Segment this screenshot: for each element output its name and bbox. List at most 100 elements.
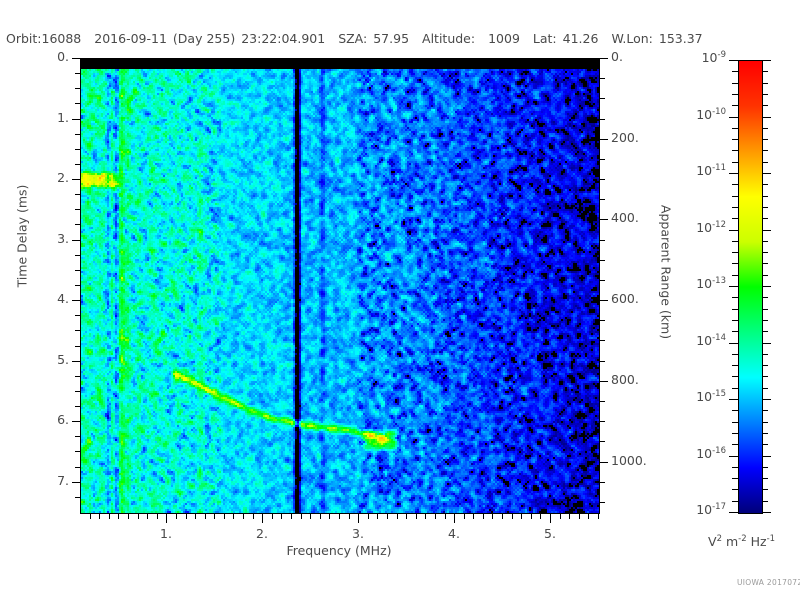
axis-tick [75,103,80,104]
axis-tick-label: 4. [448,526,460,541]
axis-tick [600,300,608,301]
colorbar-minor-tick [732,71,738,72]
unit-v: V [708,534,717,550]
axis-tick [600,119,605,120]
axis-tick [569,514,570,519]
axis-tick [75,451,80,452]
lat-value: 41.26 [562,31,599,46]
colorbar-minor-tick [732,105,738,106]
colorbar-tick [762,173,771,174]
colorbar-minor-tick [762,320,768,321]
axis-tick [416,514,417,519]
axis-tick [521,514,522,519]
axis-tick-label: 6. [57,412,69,427]
axis-tick [281,514,282,519]
axis-tick [600,139,608,140]
unit-hz: Hz [750,534,767,550]
axis-tick-label: 600. [611,291,639,306]
colorbar-minor-tick [732,365,738,366]
axis-tick-label: 1000. [611,453,647,468]
colorbar-minor-tick [762,467,768,468]
colorbar-tick-label: 10-10 [696,107,726,123]
colorbar-minor-tick [762,376,768,377]
axis-tick [138,514,139,519]
axis-tick [531,514,532,519]
x-axis-title: Frequency (MHz) [286,543,392,558]
axis-tick [72,179,80,180]
axis-tick [75,315,80,316]
axis-tick-label: 3. [57,231,69,246]
axis-tick [75,467,80,468]
axis-tick [186,514,187,519]
axis-tick [473,514,474,519]
unit-v-exp: 2 [716,534,722,544]
colorbar-minor-tick [762,433,768,434]
colorbar-minor-tick [732,196,738,197]
colorbar-minor-tick [732,297,738,298]
axis-tick [358,514,359,523]
axis-tick [75,224,80,225]
y-axis-title-right: Apparent Range (km) [658,204,674,340]
colorbar-tick-label: 10-9 [701,50,726,66]
axis-tick [600,179,605,180]
colorbar-tick [729,456,738,457]
wlon-value: 153.37 [658,31,703,46]
colorbar-tick [729,343,738,344]
axis-tick [445,514,446,519]
axis-tick [75,88,80,89]
colorbar-tick [762,230,771,231]
axis-tick [600,482,605,483]
orbit-value: 16088 [41,31,82,46]
axis-tick [339,514,340,519]
colorbar-minor-tick [732,489,738,490]
axis-tick [72,300,80,301]
axis-tick [406,514,407,519]
axis-tick [72,58,80,59]
colorbar-minor-tick [762,139,768,140]
axis-tick [329,514,330,519]
colorbar-minor-tick [762,207,768,208]
colorbar-tick [729,399,738,400]
observation-time: 23:22:04.901 [241,31,326,46]
colorbar-minor-tick [762,275,768,276]
colorbar-minor-tick [732,388,738,389]
axis-tick [588,514,589,519]
colorbar-minor-tick [732,184,738,185]
colorbar-minor-tick [732,467,738,468]
colorbar-tick [762,286,771,287]
axis-tick [349,514,350,519]
axis-tick [600,240,605,241]
colorbar-minor-tick [762,150,768,151]
colorbar [738,60,763,514]
axis-tick [425,514,426,519]
axis-tick [147,514,148,519]
colorbar-minor-tick [732,331,738,332]
colorbar-minor-tick [732,252,738,253]
axis-tick-label: 0. [57,49,69,64]
colorbar-tick [762,456,771,457]
colorbar-tick [762,117,771,118]
colorbar-minor-tick [732,162,738,163]
altitude-label: Altitude: [422,31,476,46]
axis-tick-label: 2. [256,526,268,541]
colorbar-minor-tick [762,365,768,366]
lat-label: Lat: [532,31,557,46]
spectrogram-image [81,59,599,513]
axis-tick [90,514,91,519]
axis-tick [600,98,605,99]
axis-tick [72,240,80,241]
colorbar-minor-tick [762,410,768,411]
colorbar-tick [729,117,738,118]
axis-tick [72,421,80,422]
colorbar-tick-label: 10-13 [696,276,726,292]
colorbar-tick [729,230,738,231]
colorbar-minor-tick [732,94,738,95]
colorbar-minor-tick [732,128,738,129]
sza-value: 57.95 [373,31,410,46]
colorbar-tick [762,60,771,61]
colorbar-minor-tick [762,297,768,298]
axis-tick [560,514,561,519]
axis-tick [550,514,551,523]
axis-tick [75,330,80,331]
altitude-value: 1009 [488,31,520,46]
